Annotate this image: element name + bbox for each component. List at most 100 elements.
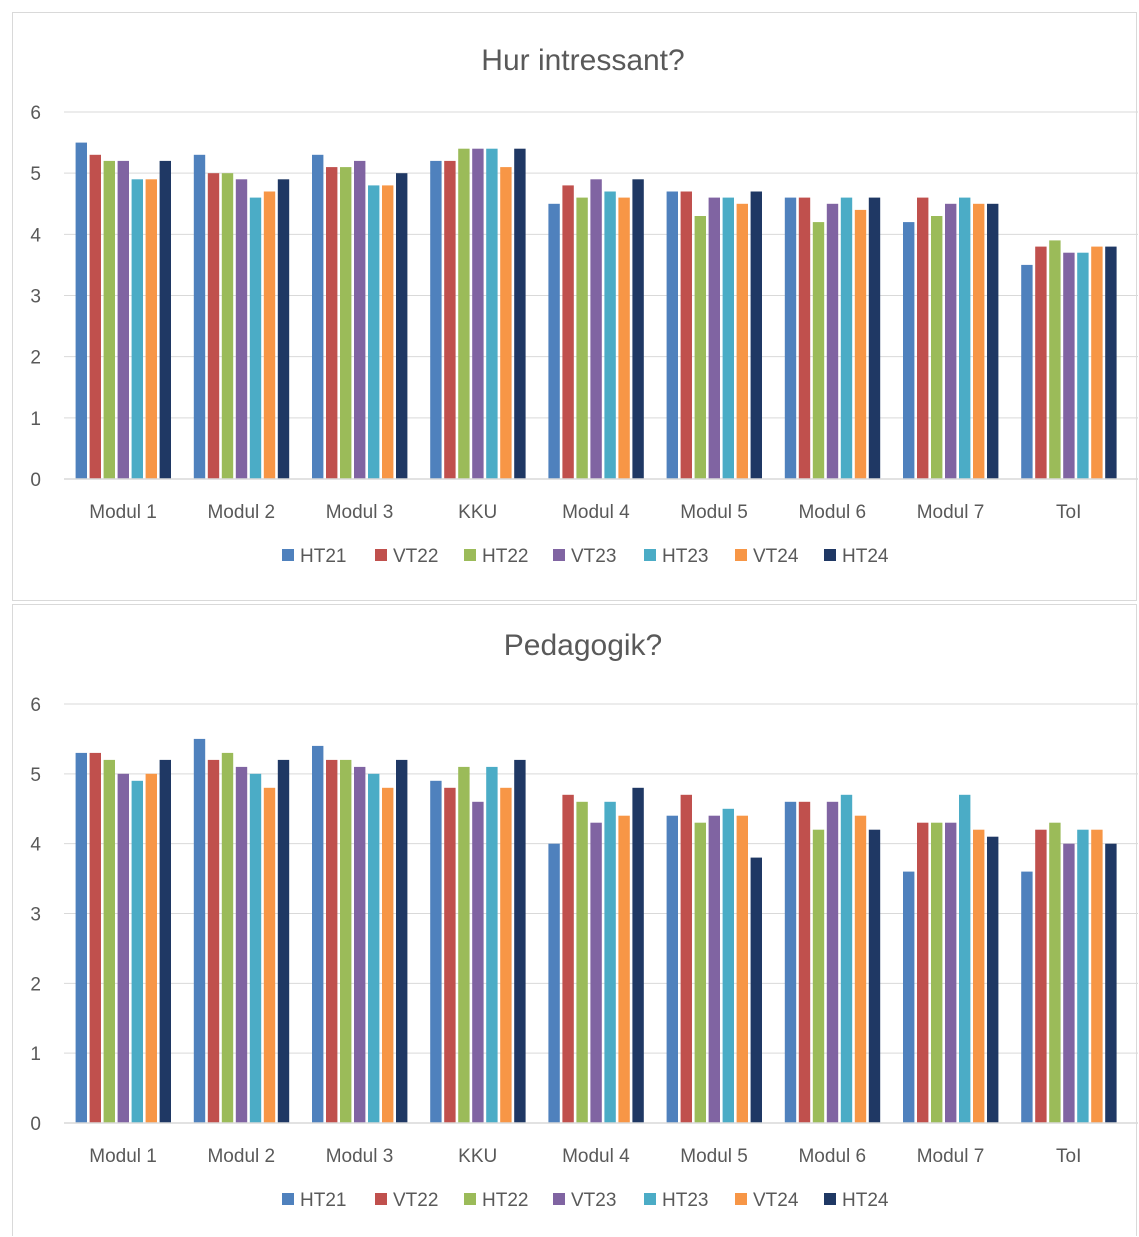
bar-ht24-modul-4 bbox=[632, 179, 644, 480]
legend-label-ht21: HT21 bbox=[300, 1190, 346, 1211]
y-tick-label: 6 bbox=[30, 695, 41, 716]
bar-ht21-modul-3 bbox=[312, 745, 324, 1123]
legend-label-vt23: VT23 bbox=[571, 1190, 616, 1211]
bar-vt24-kku bbox=[500, 787, 512, 1123]
legend-label-ht23: HT23 bbox=[662, 1190, 708, 1211]
bar-vt22-modul-6 bbox=[798, 801, 811, 1123]
bar-ht24-modul-6 bbox=[868, 829, 881, 1123]
bar-ht21-modul-6 bbox=[784, 801, 797, 1123]
legend-swatch-ht21 bbox=[282, 549, 294, 561]
y-tick-label: 6 bbox=[30, 103, 41, 124]
x-tick-label: Modul 6 bbox=[798, 502, 866, 523]
bar-vt23-toi bbox=[1063, 252, 1075, 479]
bar-ht23-toi bbox=[1077, 829, 1089, 1123]
legend-label-vt24: VT24 bbox=[753, 546, 799, 567]
legend-swatch-ht23 bbox=[644, 549, 656, 561]
x-tick-label: Modul 1 bbox=[89, 502, 157, 523]
chart-pedagogy: Pedagogik? 0 1 2 3 4 5 6 Modul 1 Modul 2 Modul 3 KK… bbox=[30, 629, 1138, 1211]
bar-vt24-modul-7 bbox=[973, 829, 985, 1123]
chart-title: Pedagogik? bbox=[504, 629, 662, 662]
x-tick-label: Modul 1 bbox=[89, 1146, 157, 1167]
bar-ht22-kku bbox=[458, 148, 470, 479]
bar-vt24-modul-4 bbox=[618, 197, 630, 479]
bar-vt22-modul-4 bbox=[562, 185, 574, 479]
bar-vt23-kku bbox=[472, 148, 484, 479]
x-tick-label: ToI bbox=[1056, 1146, 1081, 1167]
bar-ht22-modul-1 bbox=[103, 759, 115, 1123]
bar-vt22-modul-1 bbox=[89, 154, 101, 480]
bar-vt22-modul-7 bbox=[917, 822, 929, 1123]
bar-vt23-modul-5 bbox=[708, 815, 720, 1123]
bar-ht24-toi bbox=[1105, 246, 1117, 479]
bar-vt23-modul-7 bbox=[945, 203, 957, 480]
bar-vt23-modul-5 bbox=[708, 197, 720, 479]
y-tick-label: 2 bbox=[30, 348, 41, 369]
legend-label-ht23: HT23 bbox=[662, 546, 708, 567]
bar-ht21-modul-4 bbox=[548, 843, 560, 1123]
bar-vt22-kku bbox=[444, 160, 456, 479]
legend-label-vt24: VT24 bbox=[753, 1190, 799, 1211]
bar-ht23-modul-1 bbox=[131, 780, 143, 1123]
bar-ht24-modul-1 bbox=[159, 759, 171, 1123]
bar-ht24-modul-5 bbox=[750, 191, 762, 479]
bar-ht22-modul-3 bbox=[340, 167, 352, 479]
legend-swatch-ht24 bbox=[824, 549, 836, 561]
legend-swatch-ht22 bbox=[464, 1193, 476, 1205]
x-tick-label: Modul 7 bbox=[917, 1146, 985, 1167]
bar-vt22-modul-5 bbox=[680, 794, 692, 1123]
bar-ht21-modul-6 bbox=[784, 197, 797, 479]
bar-vt24-modul-1 bbox=[145, 179, 157, 480]
bar-vt22-modul-3 bbox=[326, 167, 338, 479]
bar-ht23-toi bbox=[1077, 252, 1089, 479]
bar-vt24-modul-5 bbox=[736, 203, 748, 480]
chart-interest: Hur intressant? 0 1 2 3 4 5 6 Modul 1 Modul 2 Modu… bbox=[30, 44, 1138, 567]
legend-swatch-vt24 bbox=[735, 549, 747, 561]
bar-vt24-modul-5 bbox=[736, 815, 748, 1123]
y-tick-label: 4 bbox=[30, 225, 41, 246]
bar-ht22-kku bbox=[458, 766, 470, 1123]
bar-ht22-modul-2 bbox=[221, 173, 234, 479]
bar-ht24-modul-2 bbox=[277, 759, 290, 1123]
bar-ht21-modul-1 bbox=[75, 752, 87, 1123]
legend-swatch-vt24 bbox=[735, 1193, 747, 1205]
bar-ht23-modul-6 bbox=[840, 197, 853, 479]
bar-vt22-toi bbox=[1035, 829, 1047, 1123]
bar-vt23-modul-7 bbox=[945, 822, 957, 1123]
bar-ht23-modul-5 bbox=[722, 808, 734, 1124]
bar-ht22-modul-5 bbox=[694, 216, 706, 479]
bar-vt22-toi bbox=[1035, 246, 1047, 479]
x-tick-label: Modul 4 bbox=[562, 502, 630, 523]
bar-vt24-modul-6 bbox=[854, 815, 867, 1123]
bar-vt24-modul-1 bbox=[145, 773, 157, 1123]
bar-vt23-modul-6 bbox=[826, 203, 839, 480]
bar-ht21-modul-2 bbox=[193, 154, 206, 480]
legend-label-vt22: VT22 bbox=[393, 546, 438, 567]
x-tick-label: Modul 2 bbox=[207, 1146, 275, 1167]
bar-ht24-modul-5 bbox=[750, 857, 762, 1123]
bar-ht23-kku bbox=[486, 148, 498, 479]
legend-swatch-vt23 bbox=[553, 1193, 565, 1205]
x-tick-label: Modul 3 bbox=[326, 502, 394, 523]
bar-ht21-modul-1 bbox=[75, 142, 87, 479]
bar-ht22-modul-4 bbox=[576, 197, 588, 479]
bar-ht21-toi bbox=[1021, 264, 1033, 479]
bar-ht23-kku bbox=[486, 766, 498, 1123]
legend-swatch-ht24 bbox=[824, 1193, 836, 1205]
bar-ht22-modul-7 bbox=[931, 822, 943, 1123]
y-tick-label: 5 bbox=[30, 164, 41, 185]
bar-vt24-modul-6 bbox=[854, 209, 867, 479]
bar-ht23-modul-1 bbox=[131, 179, 143, 480]
legend-swatch-vt23 bbox=[553, 549, 565, 561]
bar-vt23-modul-1 bbox=[117, 160, 129, 479]
bar-ht22-modul-5 bbox=[694, 822, 706, 1123]
bar-ht21-modul-4 bbox=[548, 203, 560, 480]
bar-vt24-modul-2 bbox=[263, 787, 276, 1123]
legend-label-ht21: HT21 bbox=[300, 546, 346, 567]
legend-swatch-vt22 bbox=[375, 1193, 387, 1205]
y-tick-label: 1 bbox=[30, 1044, 41, 1065]
legend-swatch-ht21 bbox=[282, 1193, 294, 1205]
y-tick-label: 4 bbox=[30, 835, 41, 856]
bar-ht23-modul-2 bbox=[249, 773, 262, 1123]
bar-ht24-modul-6 bbox=[868, 197, 881, 479]
bar-ht22-modul-2 bbox=[221, 752, 234, 1123]
